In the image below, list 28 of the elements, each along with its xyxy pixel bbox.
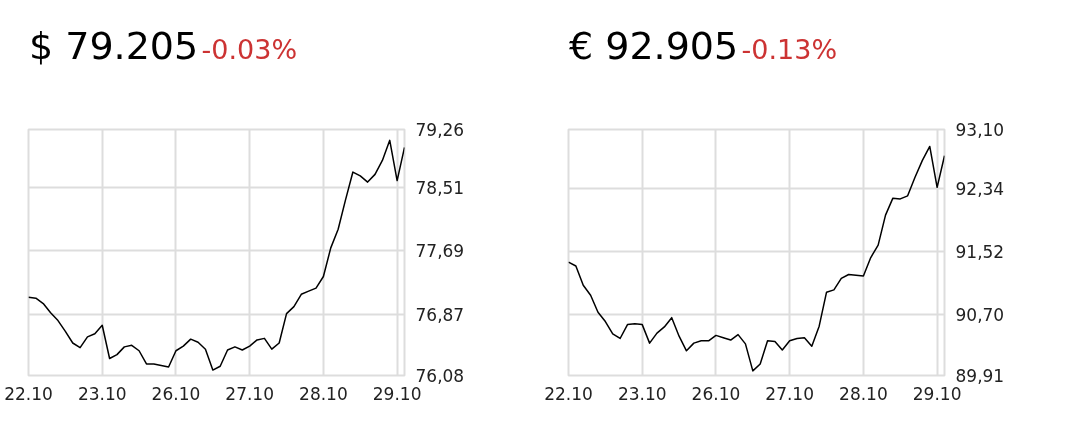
- y-tick-label: 91,52: [955, 241, 1005, 262]
- y-tick-label: 79,26: [415, 120, 465, 140]
- x-tick-label: 28.10: [839, 383, 888, 404]
- x-tick-label: 28.10: [299, 383, 348, 404]
- x-tick-label: 22.10: [4, 383, 53, 404]
- line-series: [28, 139, 405, 371]
- y-tick-label: 76,87: [415, 304, 465, 325]
- text: -0.13%: [741, 34, 838, 65]
- x-tick-label: 29.10: [372, 383, 422, 404]
- x-tick-label: 23.10: [617, 383, 667, 404]
- x-tick-label: 27.10: [225, 383, 275, 404]
- y-tick-label: 92,34: [955, 178, 1005, 199]
- x-tick-label: 26.10: [151, 383, 201, 404]
- x-tick-label: 27.10: [765, 383, 815, 404]
- chart-title: $ 79.205: [29, 24, 199, 68]
- x-tick-label: 29.10: [912, 383, 962, 404]
- y-tick-label: 77,69: [415, 241, 465, 262]
- y-tick-label: 78,51: [415, 178, 465, 199]
- x-tick-label: 23.10: [77, 383, 127, 404]
- x-tick-label: 26.10: [691, 383, 741, 404]
- y-tick-label: 93,10: [955, 120, 1005, 140]
- y-tick-label: 89,91: [955, 366, 1005, 386]
- y-tick-label: 76,08: [415, 366, 465, 386]
- line-series: [568, 145, 945, 372]
- x-tick-label: 22.10: [544, 383, 593, 404]
- text: -0.03%: [201, 34, 298, 65]
- y-tick-label: 90,70: [955, 305, 1005, 326]
- chart-title: € 92.905: [569, 24, 739, 68]
